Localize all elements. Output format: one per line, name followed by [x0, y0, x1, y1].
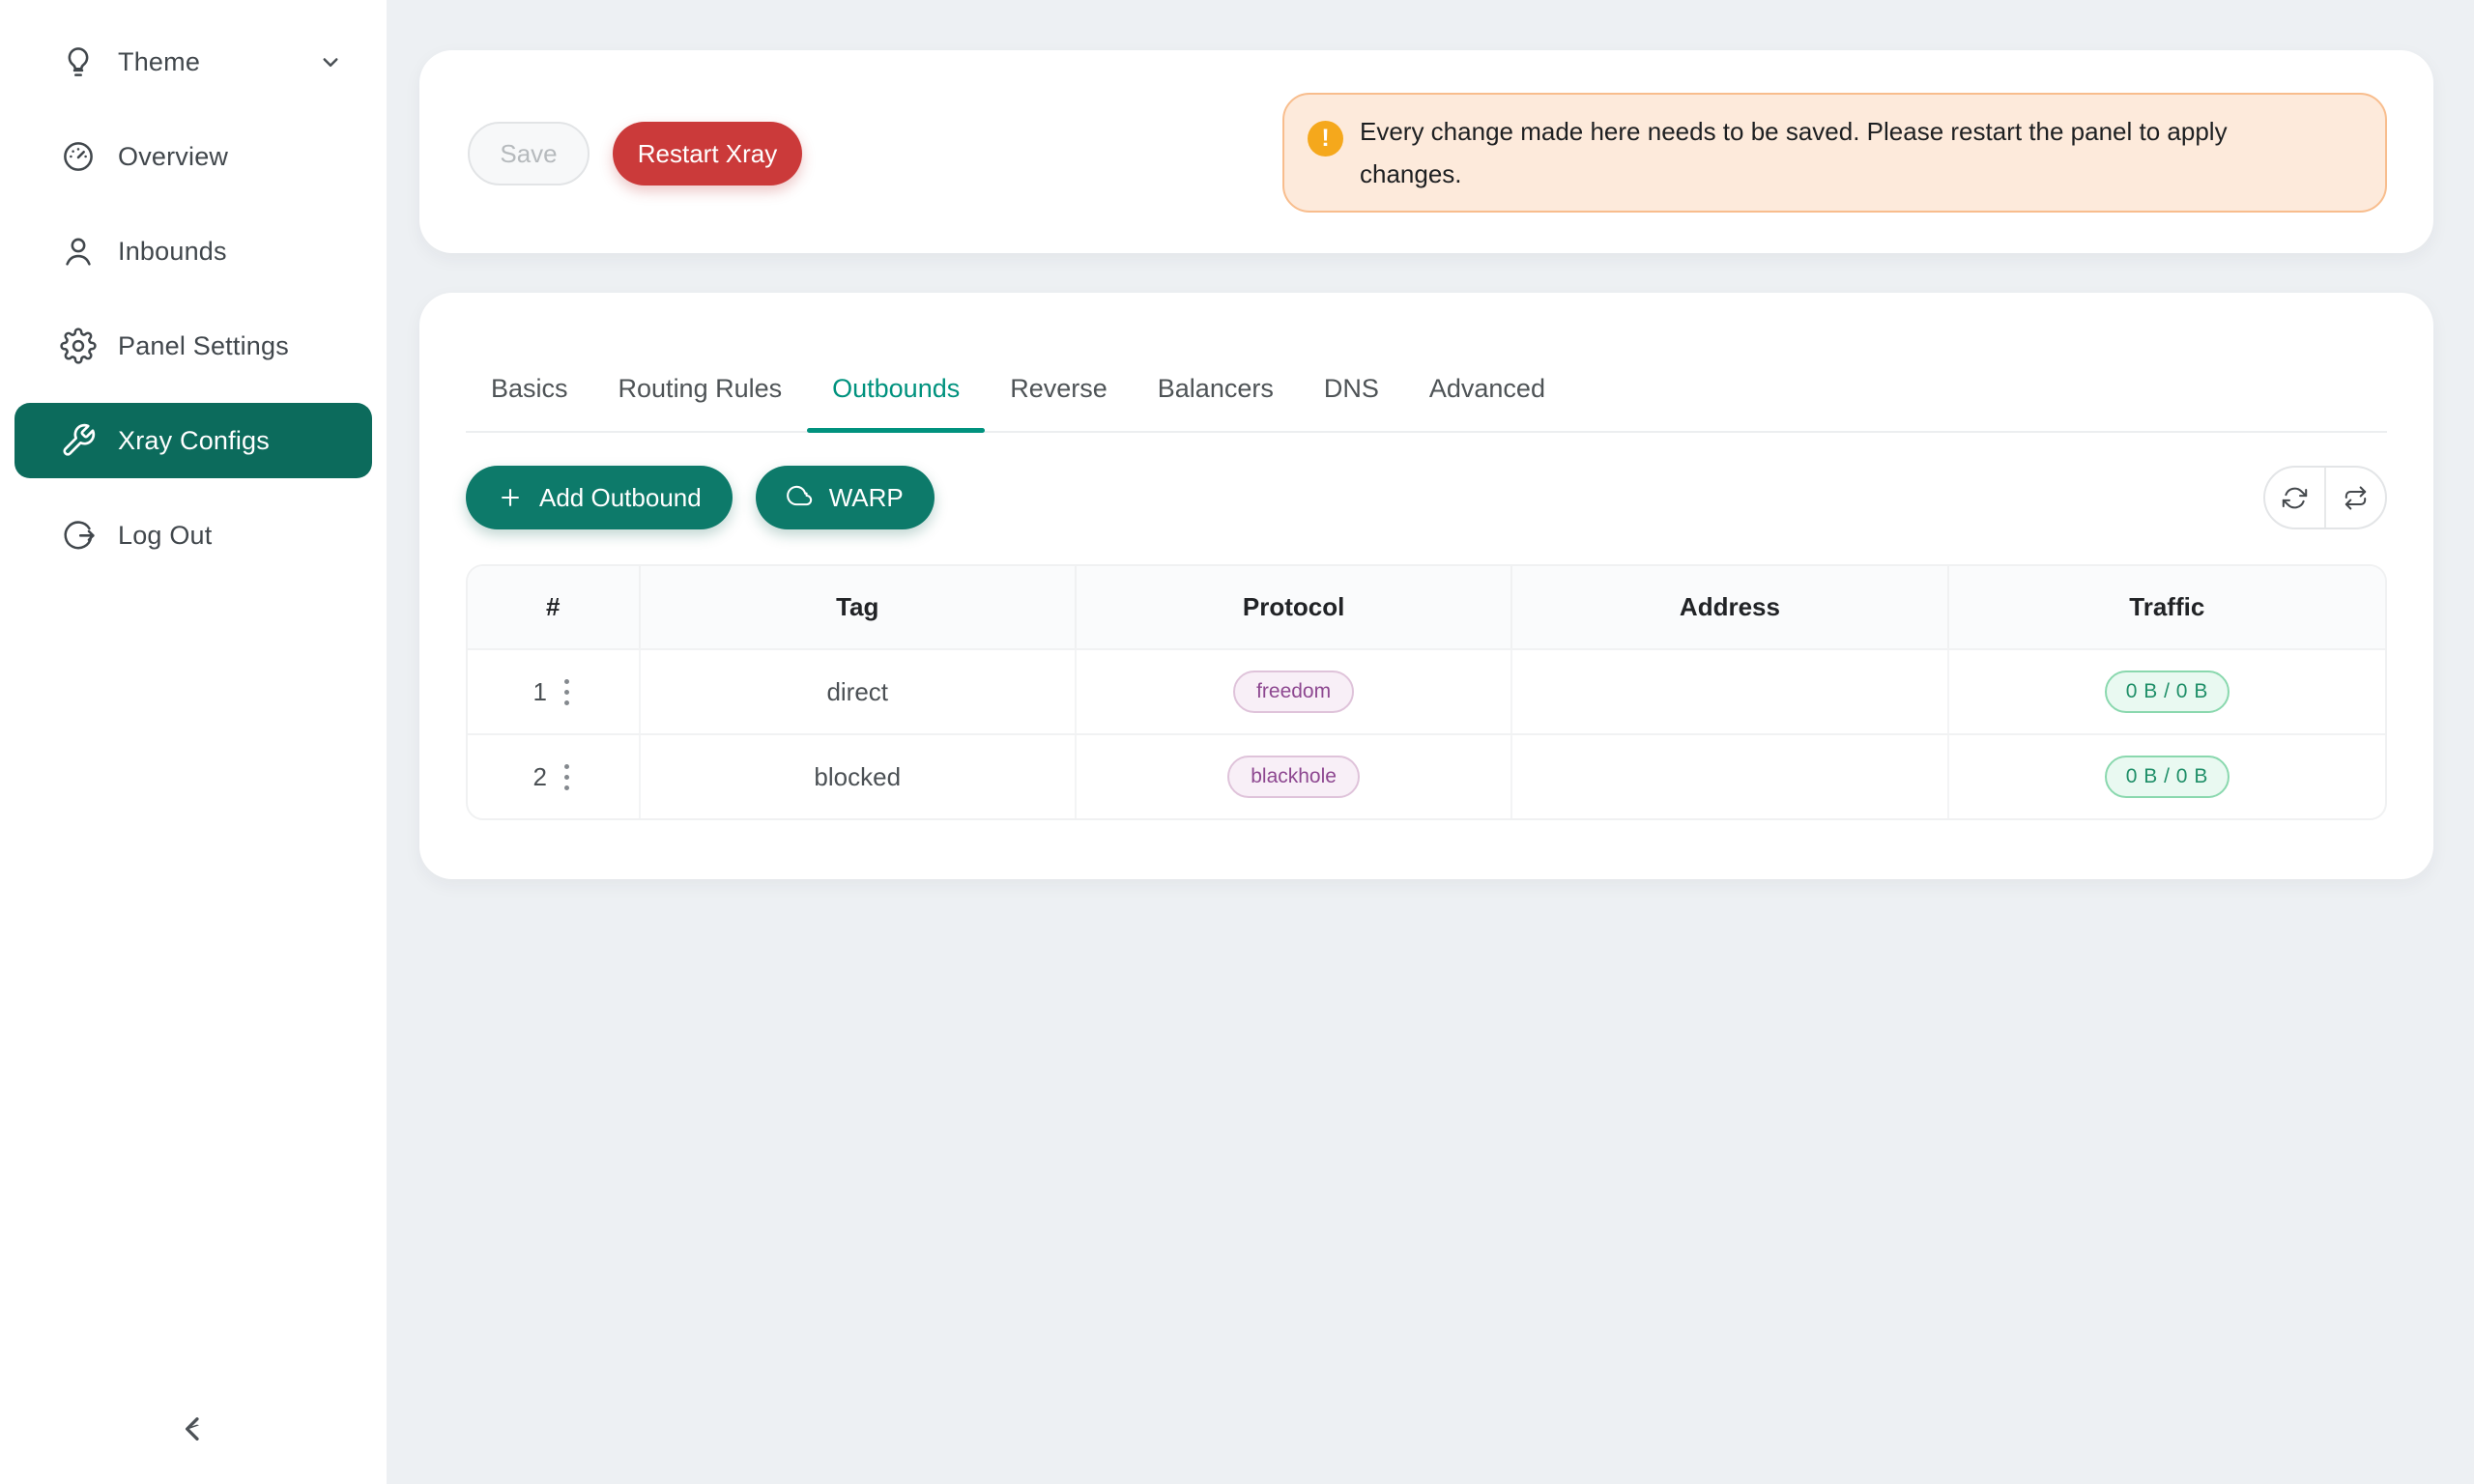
tag-cell: blocked: [814, 761, 902, 791]
restart-warning-alert: ! Every change made here needs to be sav…: [1282, 93, 2387, 213]
sidebar-item-label: Inbounds: [118, 236, 227, 266]
sidebar: Theme Overview Inbounds: [0, 0, 387, 1484]
column-header-index: #: [468, 566, 641, 648]
kebab-menu-icon[interactable]: [561, 675, 573, 709]
column-header-traffic: Traffic: [2129, 592, 2205, 621]
traffic-badge: 0 B / 0 B: [2104, 756, 2229, 798]
sync-icon: [2282, 485, 2308, 511]
sidebar-collapse-button[interactable]: [166, 1403, 220, 1457]
tab-reverse[interactable]: Reverse: [1010, 374, 1108, 403]
xray-config-card: Basics Routing Rules Outbounds Reverse B…: [419, 293, 2433, 879]
sidebar-item-inbounds[interactable]: Inbounds: [14, 204, 372, 299]
plus-icon: [497, 484, 524, 511]
main-content: Save Restart Xray ! Every change made he…: [387, 0, 2474, 1484]
protocol-badge: freedom: [1233, 671, 1355, 713]
tab-outbounds[interactable]: Outbounds: [807, 362, 986, 433]
chevron-left-icon: [175, 1411, 212, 1450]
row-index: 1: [532, 676, 547, 706]
sidebar-item-label: Panel Settings: [118, 330, 289, 360]
sidebar-nav: Theme Overview Inbounds: [0, 0, 387, 583]
repeat-icon: [2343, 485, 2369, 511]
save-button[interactable]: Save: [468, 122, 590, 186]
sidebar-item-xray-configs[interactable]: Xray Configs: [14, 403, 372, 478]
logout-icon: [60, 517, 97, 554]
tab-advanced[interactable]: Advanced: [1428, 374, 1545, 403]
user-icon: [60, 233, 97, 270]
table-actions-group: [2263, 466, 2387, 529]
tab-balancers[interactable]: Balancers: [1157, 374, 1274, 403]
alert-message: Every change made here needs to be saved…: [1360, 117, 2228, 188]
row-index: 2: [532, 761, 547, 791]
table-row: 1 direct freedom 0 B / 0 B: [468, 648, 2385, 733]
protocol-badge: blackhole: [1227, 756, 1360, 798]
tab-dns[interactable]: DNS: [1323, 374, 1379, 403]
table-row: 2 blocked blackhole 0 B / 0 B: [468, 733, 2385, 818]
wrench-icon: [60, 422, 97, 459]
sidebar-item-log-out[interactable]: Log Out: [14, 488, 372, 583]
tab-basics[interactable]: Basics: [491, 374, 568, 403]
sidebar-item-label: Log Out: [118, 520, 213, 550]
sidebar-item-panel-settings[interactable]: Panel Settings: [14, 299, 372, 393]
chevron-down-icon: [316, 47, 345, 76]
config-tabs: Basics Routing Rules Outbounds Reverse B…: [466, 362, 2387, 433]
traffic-badge: 0 B / 0 B: [2104, 671, 2229, 713]
warp-button[interactable]: WARP: [755, 466, 935, 529]
bulb-icon: [60, 43, 97, 80]
column-header-tag: Tag: [641, 566, 1077, 648]
sidebar-item-theme[interactable]: Theme: [14, 14, 372, 109]
gear-icon: [60, 328, 97, 364]
outbounds-toolbar: Add Outbound WARP: [466, 466, 2387, 529]
gauge-icon: [60, 138, 97, 175]
tab-routing-rules[interactable]: Routing Rules: [618, 374, 783, 403]
column-header-address: Address: [1512, 566, 1949, 648]
sidebar-item-label: Overview: [118, 141, 229, 171]
actions-card: Save Restart Xray ! Every change made he…: [419, 50, 2433, 253]
sidebar-item-label: Theme: [118, 46, 201, 76]
sidebar-item-overview[interactable]: Overview: [14, 109, 372, 204]
add-outbound-label: Add Outbound: [539, 482, 702, 512]
warp-label: WARP: [828, 482, 904, 512]
refresh-button[interactable]: [2265, 468, 2324, 528]
tag-cell: direct: [826, 676, 889, 706]
sidebar-item-label: Xray Configs: [118, 425, 270, 455]
warning-icon: !: [1308, 121, 1343, 157]
reload-all-button[interactable]: [2324, 468, 2385, 528]
outbounds-table: # Tag Protocol Address Traffic 1 direct …: [466, 564, 2387, 820]
column-header-protocol: Protocol: [1077, 566, 1513, 648]
kebab-menu-icon[interactable]: [561, 760, 573, 794]
table-header: # Tag Protocol Address Traffic: [468, 566, 2385, 648]
add-outbound-button[interactable]: Add Outbound: [466, 466, 733, 529]
cloud-icon: [786, 484, 814, 511]
restart-xray-button[interactable]: Restart Xray: [613, 122, 802, 186]
